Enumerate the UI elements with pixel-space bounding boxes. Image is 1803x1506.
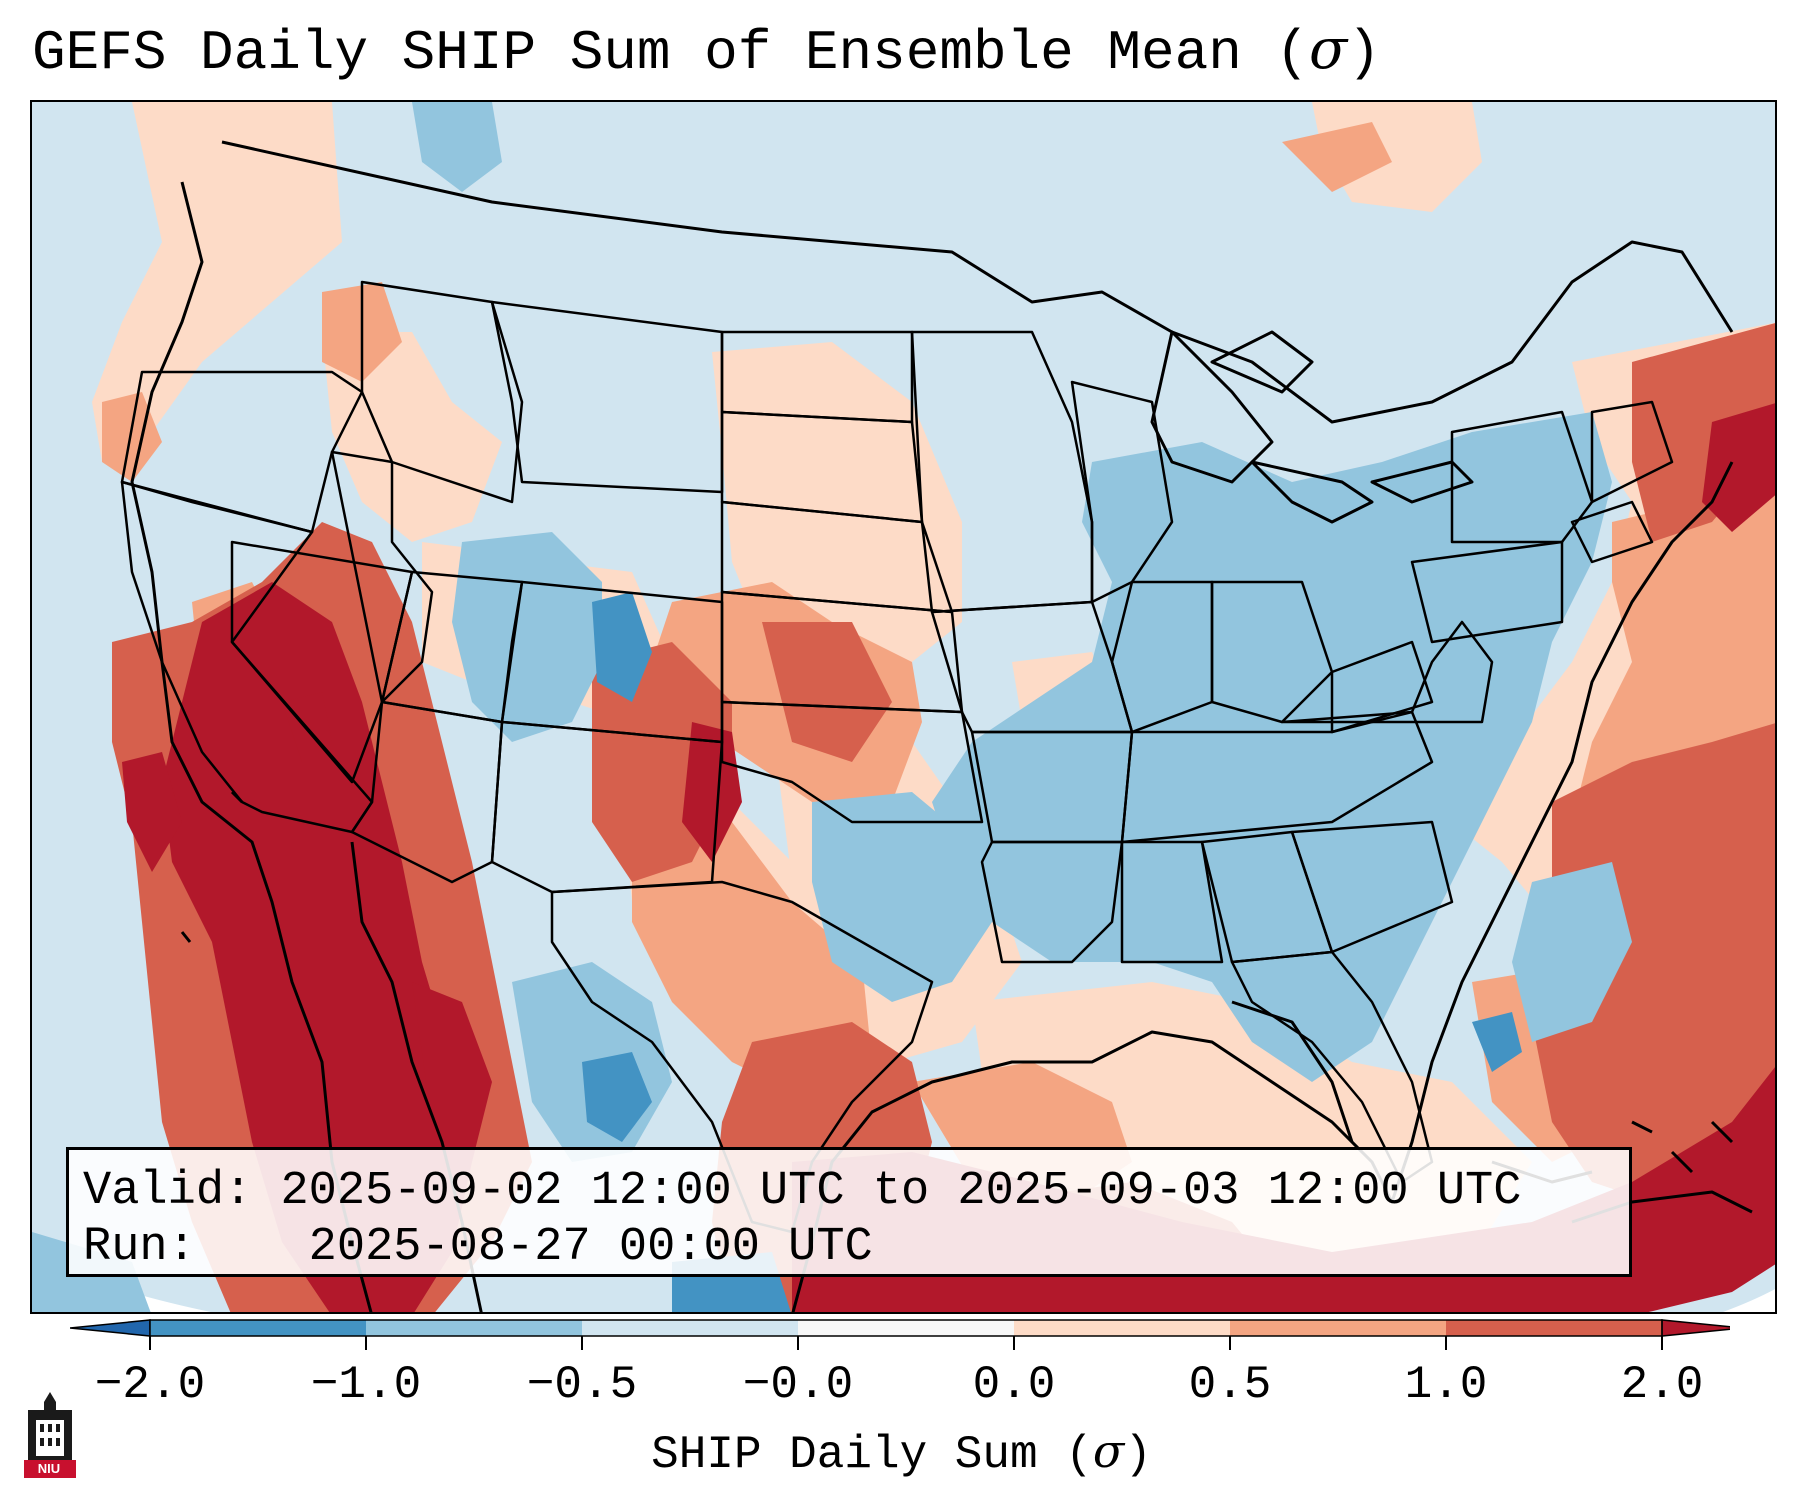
colorbar-tick-label: −2.0 [94, 1359, 206, 1411]
colorbar-segment [150, 1320, 366, 1336]
colorbar-tick-label: −0.0 [742, 1359, 854, 1411]
anomaly-map [32, 102, 1775, 1312]
colorbar [70, 1319, 1730, 1350]
colorbar-label-close: ) [1124, 1429, 1152, 1481]
map-panel [30, 100, 1777, 1314]
validity-box: Valid: 2025-09-02 12:00 UTC to 2025-09-0… [66, 1147, 1632, 1277]
colorbar-tick-label: −1.0 [310, 1359, 422, 1411]
title-close: ) [1347, 21, 1381, 85]
colorbar-segments [70, 1319, 1730, 1337]
colorbar-label: SHIP Daily Sum (σ) [0, 1428, 1803, 1478]
colorbar-segment [582, 1320, 798, 1336]
colorbar-segment [366, 1320, 582, 1336]
colorbar-extend-low [70, 1319, 151, 1337]
colorbar-segment [1014, 1320, 1230, 1336]
colorbar-segment [1230, 1320, 1446, 1336]
colorbar-tick-label: 2.0 [1620, 1359, 1704, 1411]
colorbar-tick-label: −0.5 [526, 1359, 638, 1411]
valid-range: 2025-09-02 12:00 UTC to 2025-09-03 12:00… [280, 1165, 1522, 1218]
colorbar-label-text: SHIP Daily Sum ( [651, 1429, 1093, 1481]
run-label: Run: [83, 1221, 196, 1274]
colorbar-tick-label: 0.0 [972, 1359, 1056, 1411]
islands [180, 790, 1734, 1174]
colorbar-ticks [149, 1336, 1663, 1350]
title-sigma: σ [1309, 17, 1348, 82]
run-time: 2025-08-27 00:00 UTC [308, 1221, 873, 1274]
valid-label: Valid: [83, 1165, 253, 1218]
colorbar-label-sigma: σ [1092, 1424, 1125, 1478]
university-tower-icon [24, 1392, 76, 1478]
colorbar-segment [798, 1320, 1014, 1336]
colorbar-extend-high [1661, 1319, 1730, 1337]
logo-text: NIU [37, 1461, 61, 1476]
chart-title: GEFS Daily SHIP Sum of Ensemble Mean (σ) [32, 22, 1381, 82]
colorbar-segment [1446, 1320, 1662, 1336]
title-text: GEFS Daily SHIP Sum of Ensemble Mean ( [32, 21, 1310, 85]
projection-edge-right [1723, 1289, 1775, 1312]
colorbar-outline [149, 1319, 1663, 1337]
colorbar-tick-label: 1.0 [1404, 1359, 1488, 1411]
colorbar-tick-label: 0.5 [1188, 1359, 1272, 1411]
